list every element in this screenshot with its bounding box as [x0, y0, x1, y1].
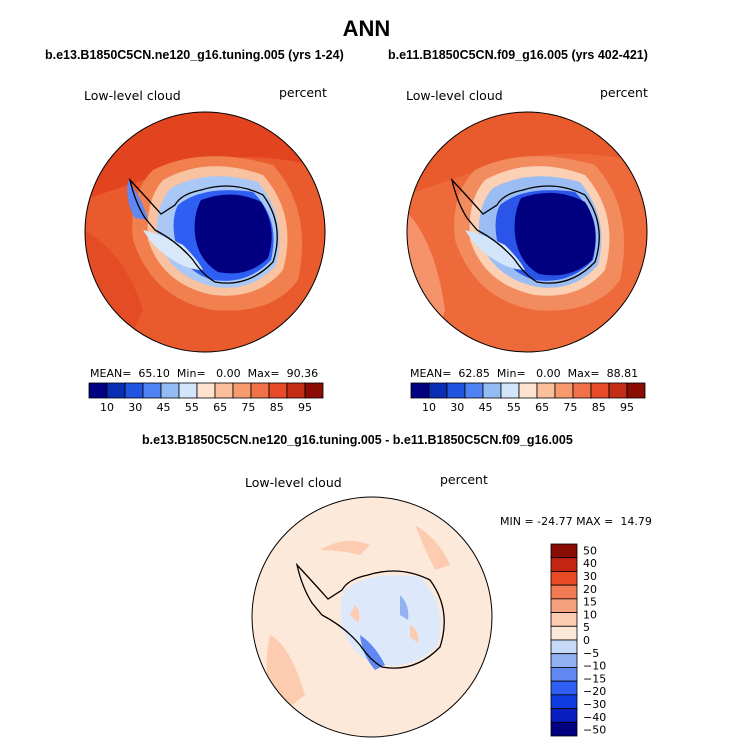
panel-1-colorbar-tick-label: 65 [213, 401, 227, 414]
panel-1-colorbar-swatch [106, 382, 126, 399]
diff-colorbar-tick-label: −15 [583, 672, 606, 685]
diff-colorbar-swatch [550, 639, 578, 655]
panel-2-colorbar-tick-label: 65 [535, 401, 549, 414]
panel-2-colorbar-tick-label: 10 [422, 401, 436, 414]
diff-colorbar-swatch [550, 667, 578, 682]
panel-2-colorbar-swatch [446, 382, 466, 399]
diff-colorbar-swatch [550, 625, 578, 641]
diff-colorbar-tick-label: 40 [583, 557, 597, 570]
panel-1-colorbar-swatch [268, 382, 288, 399]
panel-2-case-title: b.e11.B1850C5CN.f09_g16.005 (yrs 402-421… [388, 48, 648, 62]
diff-colorbar-swatch [550, 598, 578, 613]
panel-1-colorbar-swatch [196, 382, 216, 399]
panel-2-polar-map [406, 111, 648, 353]
diff-colorbar-tick-label: 15 [583, 596, 597, 609]
panel-2-colorbar-swatch [410, 382, 430, 399]
panel-1-stats: MEAN= 65.10 Min= 0.00 Max= 90.36 [90, 367, 319, 380]
panel-1-colorbar-tick-label: 10 [100, 401, 114, 414]
diff-colorbar-tick-label: 5 [583, 621, 590, 634]
panel-1-colorbar-swatch [304, 382, 324, 399]
panel-2-colorbar-tick-label: 75 [563, 401, 577, 414]
diff-colorbar-tick-label: −40 [583, 711, 606, 724]
panel-2-colorbar-swatch [572, 382, 592, 399]
diff-colorbar-tick-label: −50 [583, 724, 606, 737]
panel-1-colorbar-swatch [178, 382, 198, 399]
diff-colorbar-swatch [550, 694, 578, 709]
panel-2-colorbar-tick-label: 95 [620, 401, 634, 414]
panel-2-variable-label: Low-level cloud [406, 88, 503, 103]
panel-1-colorbar-tick-label: 75 [241, 401, 255, 414]
panel-1-units-label: percent [279, 85, 327, 100]
panel-2-colorbar-swatch [536, 382, 556, 399]
panel-1-case-title: b.e13.B1850C5CN.ne120_g16.tuning.005 (yr… [45, 48, 344, 62]
panel-2-colorbar-swatch [518, 382, 538, 399]
panel-2-colorbar-tick-label: 45 [479, 401, 493, 414]
diff-colorbar-tick-label: 20 [583, 583, 597, 596]
panel-2-colorbar-tick-label: 85 [592, 401, 606, 414]
diff-variable-label: Low-level cloud [245, 475, 342, 490]
panel-1-colorbar-swatch [232, 382, 252, 399]
diff-colorbar-tick-label: −20 [583, 685, 606, 698]
diff-colorbar-tick-label: 10 [583, 608, 597, 621]
panel-2-colorbar-swatch [554, 382, 574, 399]
panel-2-colorbar-swatch [626, 382, 646, 399]
diff-stats: MIN = -24.77 MAX = 14.79 [500, 515, 652, 528]
diff-colorbar-tick-label: 50 [583, 544, 597, 557]
diff-colorbar-tick-label: 30 [583, 570, 597, 583]
panel-1-colorbar-tick-label: 45 [157, 401, 171, 414]
panel-2-colorbar-swatch [608, 382, 628, 399]
panel-1-colorbar: 10 30 45 55 65 75 85 95 [88, 382, 324, 414]
panel-2-colorbar-swatch [428, 382, 448, 399]
diff-colorbar-swatch [550, 543, 578, 559]
panel-1-colorbar-tick-label: 85 [270, 401, 284, 414]
panel-1-colorbar-swatch [286, 382, 306, 399]
diff-colorbar-swatch [550, 680, 578, 696]
diff-colorbar-swatch [550, 557, 578, 572]
panel-1-colorbar-swatch [250, 382, 270, 399]
panel-2-colorbar-swatch [590, 382, 610, 399]
diff-colorbar-tick-label: −5 [583, 647, 599, 660]
panel-1-colorbar-swatch [142, 382, 162, 399]
panel-2-colorbar-swatch [482, 382, 502, 399]
panel-2-colorbar-tick-label: 30 [450, 401, 464, 414]
panel-1-colorbar-tick-label: 55 [185, 401, 199, 414]
panel-1-colorbar-tick-label: 30 [128, 401, 142, 414]
panel-2-stats: MEAN= 62.85 Min= 0.00 Max= 88.81 [410, 367, 639, 380]
panel-2-colorbar: 10 30 45 55 65 75 85 95 [410, 382, 646, 414]
panel-2-colorbar-swatch [464, 382, 484, 399]
diff-colorbar-swatch [550, 653, 578, 668]
panel-1-colorbar-swatch [214, 382, 234, 399]
diff-colorbar-tick-label: −30 [583, 698, 606, 711]
panel-1-polar-map [84, 111, 326, 353]
diff-colorbar-tick-label: 0 [583, 634, 590, 647]
diff-colorbar-tick-label: −10 [583, 660, 606, 673]
diff-colorbar-swatch [550, 584, 578, 600]
diff-colorbar-swatch [550, 612, 578, 627]
diff-colorbar-swatch [550, 708, 578, 723]
panel-2-colorbar-swatch [500, 382, 520, 399]
diff-colorbar-swatch [550, 571, 578, 586]
figure-title: ANN [342, 16, 391, 41]
diff-colorbar-swatch [550, 721, 578, 737]
diff-units-label: percent [440, 472, 488, 487]
panel-1-colorbar-swatch [88, 382, 108, 399]
diff-polar-map [251, 496, 493, 738]
diff-title: b.e13.B1850C5CN.ne120_g16.tuning.005 - b… [142, 433, 573, 447]
panel-1-colorbar-tick-label: 95 [298, 401, 312, 414]
panel-2-units-label: percent [600, 85, 648, 100]
panel-1-variable-label: Low-level cloud [84, 88, 181, 103]
panel-2-colorbar-tick-label: 55 [507, 401, 521, 414]
panel-1-colorbar-swatch [160, 382, 180, 399]
panel-1-colorbar-swatch [124, 382, 144, 399]
